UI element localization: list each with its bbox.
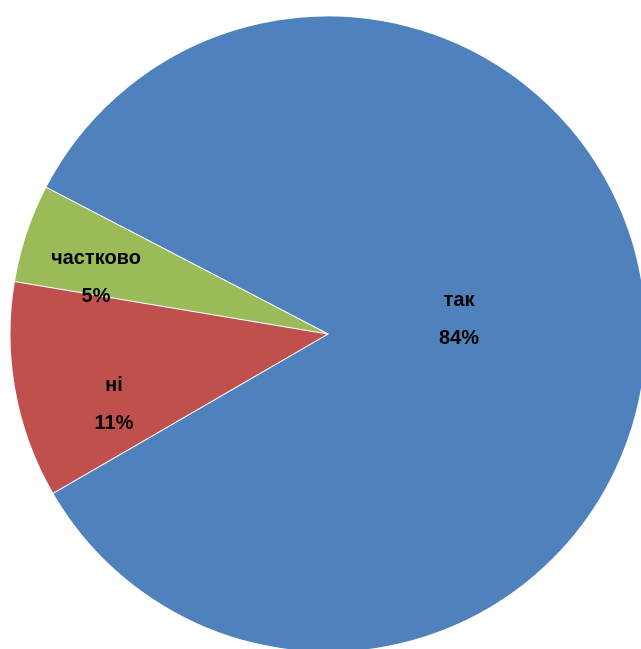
slice-category-label: частково bbox=[51, 247, 141, 269]
pie-slice-1 bbox=[9, 280, 330, 495]
slice-value-label: 5% bbox=[82, 285, 111, 307]
slice-category-label: ні bbox=[105, 374, 123, 396]
slice-category-label: так bbox=[444, 289, 476, 311]
slice-value-label: 11% bbox=[95, 412, 134, 434]
slice-value-label: 84% bbox=[439, 327, 479, 349]
pie-slice-2 bbox=[13, 186, 329, 335]
pie-slice-0 bbox=[45, 15, 641, 649]
